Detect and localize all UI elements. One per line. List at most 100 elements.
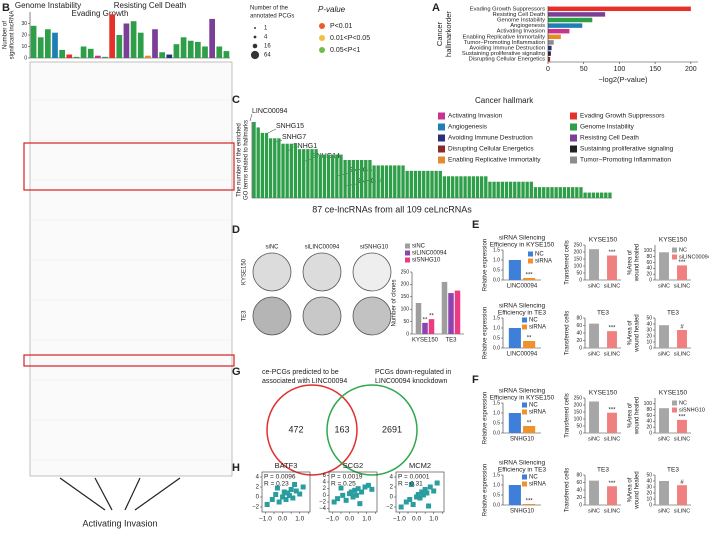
legend-label: siRNA <box>529 325 546 331</box>
point <box>288 487 294 492</box>
x-tick-label: SNHG10 <box>510 509 535 515</box>
y-tick-label: 100 <box>401 307 410 313</box>
annotation: Evading Growth <box>72 9 129 18</box>
point <box>290 495 296 501</box>
legend-swatch <box>522 474 527 480</box>
point <box>420 492 426 498</box>
bar <box>677 485 687 505</box>
panel-letter: A <box>432 2 440 14</box>
x-tick-label: siLINC <box>604 508 621 514</box>
bar <box>442 176 447 198</box>
bar <box>302 149 306 198</box>
x-tick-label: siLINC <box>674 351 691 357</box>
point <box>369 486 375 492</box>
point <box>297 491 303 497</box>
point <box>280 494 286 500</box>
legend-label: Enabling Replicative Immortality <box>448 157 541 164</box>
bar <box>180 37 187 58</box>
bar <box>587 192 591 198</box>
bar <box>496 181 500 198</box>
bar <box>459 176 463 198</box>
legend-swatch <box>672 254 677 260</box>
venn-label: ce-PCGs predicted to be <box>262 369 339 376</box>
y-tick-label: 60 <box>646 260 652 266</box>
legend-label: siRNA <box>529 410 546 416</box>
y-tick-label: 1.5 <box>493 247 500 253</box>
point <box>335 496 341 502</box>
y-axis-label: Number of clones <box>392 279 398 326</box>
y-tick-label: 40 <box>576 487 582 493</box>
x-tick-label: siLINC <box>604 436 621 442</box>
bar <box>513 181 517 198</box>
y-tick-label: 200 <box>574 249 583 255</box>
legend-swatch <box>672 407 677 413</box>
y-axis-label: GO terms related to hallmarks <box>244 120 250 200</box>
bar <box>422 170 426 198</box>
bar <box>87 48 94 58</box>
stat-label: R = 0.31 <box>398 481 423 488</box>
y-tick-label: 100 <box>574 263 583 269</box>
point <box>350 494 356 500</box>
chart-title: SCG2 <box>343 461 363 470</box>
bar <box>677 330 687 348</box>
bar <box>517 181 521 198</box>
legend-swatch <box>528 251 533 257</box>
venn-circle <box>326 384 418 476</box>
legend-label: 0.05<P<1 <box>330 47 360 54</box>
bar <box>508 413 521 433</box>
annotation: Resisting Cell Death <box>114 1 186 10</box>
y-tick-label: 200 <box>574 402 583 408</box>
y-tick-label: 0 <box>579 345 582 351</box>
plate-label: siSNHG10 <box>360 245 389 251</box>
x-tick-label: siLINC <box>674 436 691 442</box>
point <box>331 499 337 505</box>
bar <box>216 46 223 58</box>
bar <box>273 138 277 198</box>
bar <box>130 21 137 58</box>
point <box>276 499 282 505</box>
legend-swatch <box>570 123 577 131</box>
y-tick-label: 60 <box>576 323 582 329</box>
bar <box>604 192 608 198</box>
bar <box>548 23 583 28</box>
lncrna-label: SNHG15 <box>276 123 304 130</box>
legend-label: Disrupting Cellular Energetics <box>448 146 534 153</box>
chart-title: Efficiency in TE3 <box>498 467 547 474</box>
point <box>422 487 428 492</box>
bar <box>145 55 151 58</box>
bar <box>428 319 435 334</box>
point <box>353 492 359 498</box>
bar <box>508 328 521 348</box>
chart-title: Efficiency in TE3 <box>498 310 547 317</box>
legend-swatch <box>570 112 577 120</box>
bar <box>384 165 389 198</box>
bar <box>306 149 310 198</box>
panel-letter: F <box>472 374 479 386</box>
point <box>362 484 368 490</box>
bar <box>297 149 302 198</box>
legend-size-dot <box>253 35 257 39</box>
y-tick-label: 80 <box>576 315 582 321</box>
significance: ** <box>423 317 428 323</box>
category-label: Activating Invasion <box>497 29 545 35</box>
y-tick-label: 150 <box>401 294 410 300</box>
y-tick-label: 0.0 <box>493 345 500 351</box>
lncrna-label: LINC00094 <box>252 108 288 115</box>
legend-label: NC <box>529 475 538 481</box>
y-tick-label: 0 <box>649 277 652 283</box>
bar <box>607 255 617 280</box>
legend-swatch <box>438 134 445 142</box>
x-tick-label: siNC <box>588 351 600 357</box>
x-tick-label: SNHG10 <box>510 437 535 443</box>
y-tick-label: 0.5 <box>493 335 500 341</box>
bar <box>318 154 322 198</box>
bar <box>500 181 504 198</box>
bar <box>579 187 583 198</box>
x-axis-label: −log2(P-value) <box>599 75 648 84</box>
y-tick-label: 20 <box>21 32 27 38</box>
bar <box>293 143 298 198</box>
bar <box>260 132 264 198</box>
bar <box>326 154 331 198</box>
y-tick-label: 40 <box>646 478 652 484</box>
bar <box>521 181 525 198</box>
